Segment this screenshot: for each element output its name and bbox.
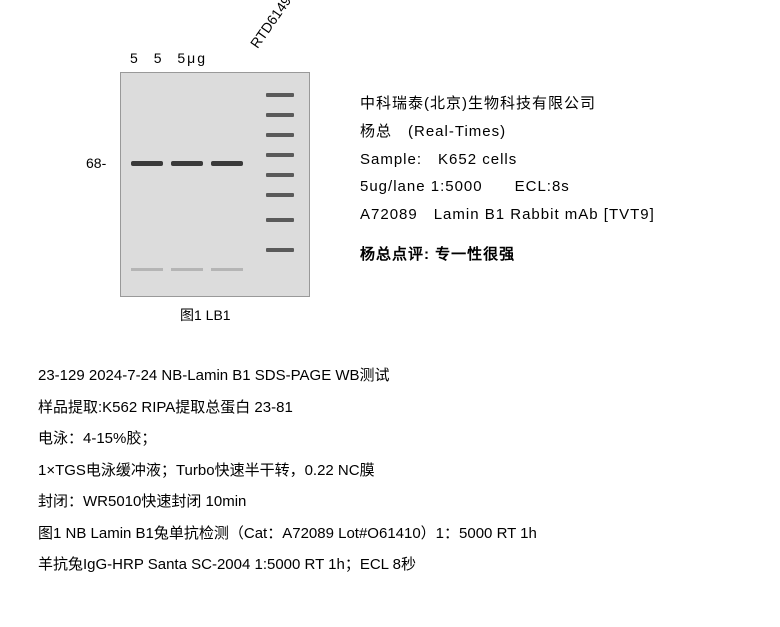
ladder-band [266, 93, 294, 97]
ladder-band [266, 218, 294, 222]
gel-image [120, 72, 310, 297]
ladder-band [266, 248, 294, 252]
ladder-band [266, 133, 294, 137]
band-lane-2 [171, 161, 203, 166]
detail-title: 23-129 2024-7-24 NB-Lamin B1 SDS-PAGE WB… [38, 360, 537, 392]
top-section: 5 5 5μg RTD6149 68- 图1 LB1 中科瑞泰(北京)生物科技有… [0, 0, 780, 330]
lane-labels: 5 5 5μg [130, 50, 215, 66]
lane-label-2: 5 [154, 50, 164, 66]
conditions-line: 5ug/lane 1:5000 ECL:8s [360, 173, 655, 201]
ladder-band [266, 173, 294, 177]
detail-secondary-ab: 羊抗兔IgG-HRP Santa SC-2004 1:5000 RT 1h；EC… [38, 549, 537, 581]
antibody-line: A72089 Lamin B1 Rabbit mAb [TVT9] [360, 201, 655, 229]
info-block: 中科瑞泰(北京)生物科技有限公司 杨总 (Real-Times) Sample:… [360, 90, 655, 269]
sample-line: Sample: K652 cells [360, 146, 655, 174]
figure-caption: 图1 LB1 [180, 305, 231, 325]
ladder-band [266, 113, 294, 117]
detail-electrophoresis: 电泳：4-15%胶； [38, 423, 537, 455]
mw-marker-68: 68- [86, 155, 106, 171]
detail-primary-ab: 图1 NB Lamin B1兔单抗检测（Cat：A72089 Lot#O6141… [38, 518, 537, 550]
company-name: 中科瑞泰(北京)生物科技有限公司 [360, 90, 655, 118]
contact-name: 杨总 (Real-Times) [360, 118, 655, 146]
band-lane-1 [131, 161, 163, 166]
detail-buffer: 1×TGS电泳缓冲液；Turbo快速半干转，0.22 NC膜 [38, 455, 537, 487]
detail-blocking: 封闭：WR5010快速封闭 10min [38, 486, 537, 518]
faint-band [171, 268, 203, 271]
ladder-label: RTD6149 [247, 0, 294, 51]
faint-band [131, 268, 163, 271]
band-lane-3 [211, 161, 243, 166]
ladder-band [266, 193, 294, 197]
lane-label-1: 5 [130, 50, 140, 66]
comment-line: 杨总点评: 专一性很强 [360, 241, 655, 269]
experiment-details: 23-129 2024-7-24 NB-Lamin B1 SDS-PAGE WB… [38, 360, 537, 581]
detail-sample: 样品提取:K562 RIPA提取总蛋白 23-81 [38, 392, 537, 424]
lane-label-3: 5μg [177, 50, 207, 66]
faint-band [211, 268, 243, 271]
ladder-band [266, 153, 294, 157]
